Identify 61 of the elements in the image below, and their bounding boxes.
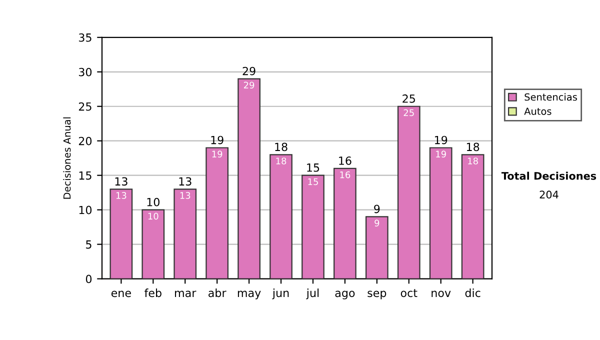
x-tick-label: jul (306, 288, 319, 300)
bar (110, 188, 133, 279)
legend-label: Sentencias (524, 93, 577, 101)
data-label: 9 (374, 220, 380, 226)
text: Total Decisiones (501, 172, 596, 180)
bar (238, 78, 260, 279)
total-label: 10 (147, 198, 160, 206)
x-tick-label: nov (432, 290, 451, 298)
data-label: 18 (276, 158, 286, 164)
x-tick-label: mar (175, 290, 196, 298)
data-label: 16 (340, 171, 350, 178)
bar (429, 147, 452, 279)
x-tick-label: dic (465, 288, 480, 298)
legend-label: Autos (524, 108, 552, 115)
x-tick-label: feb (144, 288, 162, 298)
y-tick-label: 20 (78, 136, 92, 146)
total-label: 19 (211, 136, 224, 144)
x-tick-label: jun (272, 288, 289, 300)
bar (461, 154, 484, 279)
bar (206, 147, 229, 279)
total-label: 13 (115, 177, 128, 186)
y-tick-label: 15 (79, 171, 92, 180)
total-label: 18 (466, 142, 480, 152)
total-label: 16 (339, 156, 352, 165)
total-label: 29 (242, 66, 256, 76)
data-label: 10 (148, 212, 158, 220)
bar (142, 209, 165, 279)
bar (397, 106, 420, 279)
total-label: 25 (402, 94, 415, 103)
data-label: 19 (212, 150, 222, 158)
total-label: 13 (179, 177, 192, 186)
bar (174, 188, 197, 279)
data-label: 13 (116, 192, 126, 199)
y-axis-title: Decisiones Anual (63, 117, 71, 199)
total-label: 9 (374, 204, 380, 214)
x-tick-label: ene (111, 290, 131, 298)
data-label: 19 (436, 150, 446, 158)
total-label: 15 (307, 164, 320, 172)
data-label: 29 (244, 82, 254, 89)
y-tick-label: 25 (78, 102, 92, 111)
data-label: 13 (180, 192, 190, 199)
y-tick-label: 10 (79, 206, 92, 214)
x-tick-label: ago (335, 290, 355, 300)
bar (302, 174, 324, 279)
x-tick-label: may (238, 290, 261, 300)
data-label: 15 (308, 178, 318, 186)
y-tick-label: 30 (78, 68, 92, 76)
data-label: 25 (404, 109, 414, 116)
bar (270, 154, 292, 279)
y-tick-label: 5 (86, 240, 92, 249)
total-label: 19 (435, 136, 448, 144)
x-tick-label: abr (208, 288, 226, 298)
text: 204 (540, 190, 558, 199)
x-tick-label: oct (400, 289, 418, 298)
bar (334, 168, 356, 279)
bar (365, 216, 388, 279)
y-tick-label: 0 (86, 274, 92, 284)
data-label: 18 (468, 158, 478, 164)
total-label: 18 (275, 142, 288, 152)
x-tick-label: sep (368, 290, 386, 300)
y-tick-label: 35 (78, 33, 92, 42)
